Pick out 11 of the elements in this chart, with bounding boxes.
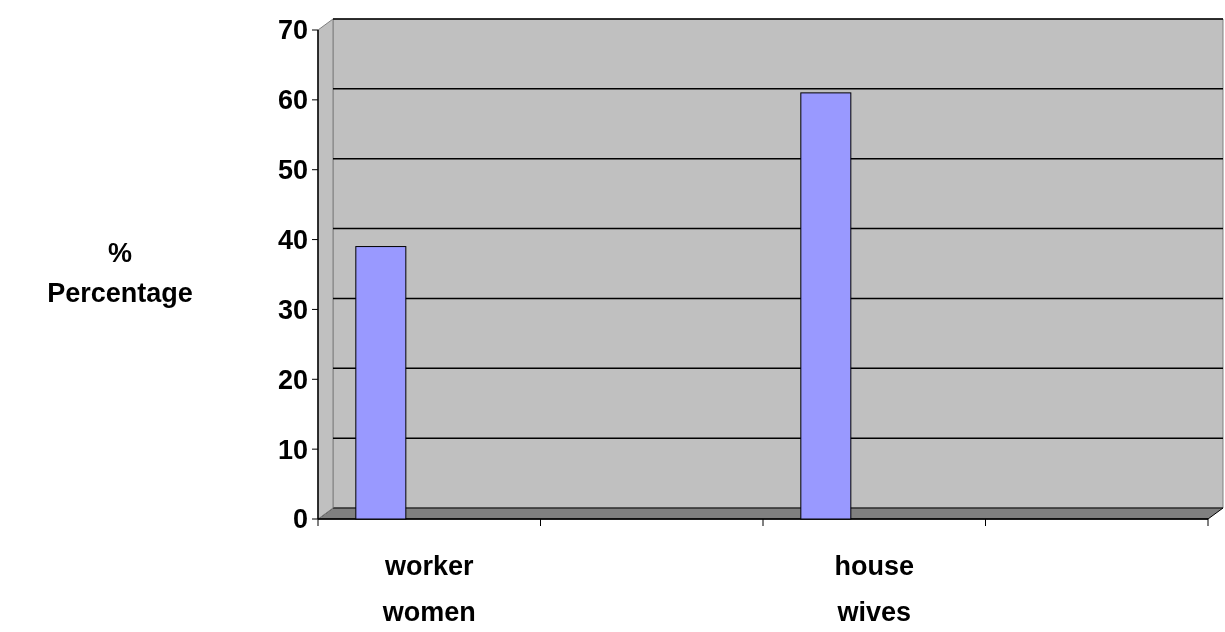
y-tick-label: 20 [277, 364, 308, 395]
y-tick-label: 0 [292, 504, 308, 535]
y-tick-label: 70 [277, 15, 308, 46]
x-tick-label: worker women [381, 551, 476, 627]
y-tick-label: 60 [277, 85, 308, 116]
y-tick-label: 50 [277, 155, 308, 186]
y-tick-label: 10 [277, 434, 308, 465]
y-axis-title: % Percentage [47, 238, 193, 308]
y-tick-label: 30 [277, 294, 308, 325]
y-tick-label: 40 [277, 225, 308, 256]
x-tick-label: house wives [834, 551, 915, 627]
